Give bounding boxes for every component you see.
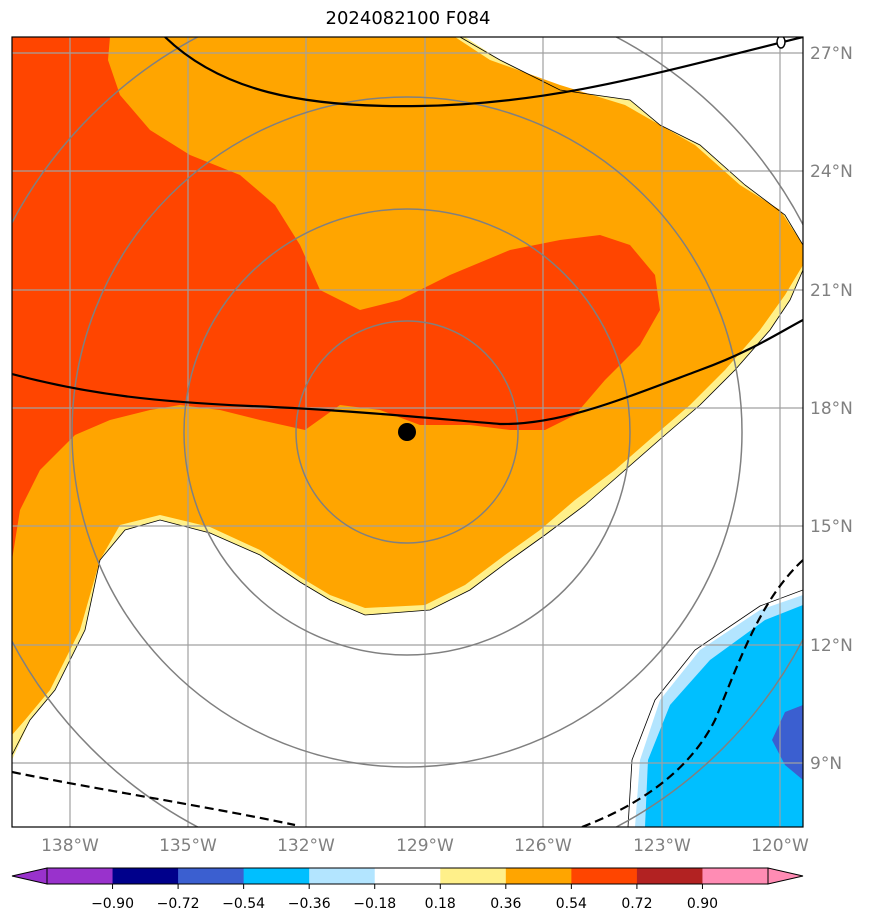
lat-label: 27°N (810, 44, 853, 64)
colorbar-tick-label: −0.36 (288, 896, 331, 912)
colorbar-tick-label: 0.72 (621, 896, 652, 912)
lat-label: 9°N (810, 754, 842, 774)
colorbar-cell (47, 868, 114, 884)
colorbar-tick-label: 0.54 (556, 896, 587, 912)
longitude-labels: 138°W 135°W 132°W 129°W 126°W 123°W 120°… (41, 836, 809, 856)
colorbar-cell (309, 868, 376, 884)
range-rings (12, 37, 803, 827)
contour-red-band (12, 37, 660, 560)
colorbar-cell (112, 868, 179, 884)
dashed-contour-southeast (581, 559, 803, 827)
colorbar-frame (46, 867, 769, 885)
lon-label: 123°W (633, 836, 691, 856)
solid-contour-middle (12, 319, 803, 426)
lon-label: 126°W (514, 836, 572, 856)
colorbar-tick-label: 0.36 (490, 896, 521, 912)
colorbar-tick-label: 0.18 (425, 896, 456, 912)
solid-contour-north (164, 37, 803, 108)
colorbar-tick-label: 0.90 (687, 896, 718, 912)
colorbar-cell (243, 868, 310, 884)
range-ring (71, 96, 743, 768)
colorbar-tick-label: −0.54 (222, 896, 265, 912)
filled-contours (12, 37, 803, 827)
contour-outline (459, 37, 803, 246)
black-contours (12, 37, 803, 827)
latitude-labels: 27°N 24°N 21°N 18°N 15°N 12°N 9°N (810, 44, 853, 774)
colorbar-cell (374, 868, 441, 884)
lat-label: 21°N (810, 281, 853, 301)
storm-center-marker (398, 423, 416, 441)
lon-label: 120°W (751, 836, 809, 856)
range-ring (295, 320, 519, 544)
contour-blue-band (645, 605, 803, 827)
colorbar-tick-label: −0.90 (91, 896, 134, 912)
colorbar-cell (702, 868, 769, 884)
colorbar-cell (505, 868, 572, 884)
colorbar-cell (178, 868, 245, 884)
lon-label: 138°W (41, 836, 99, 856)
lat-label: 15°N (810, 517, 853, 537)
colorbar-max-extension (767, 867, 804, 885)
lat-label: 18°N (810, 399, 853, 419)
lon-label: 132°W (277, 836, 335, 856)
lon-label: 135°W (159, 836, 217, 856)
map-title: 2024082100 F084 (325, 8, 491, 29)
colorbar-min-extension (11, 867, 48, 885)
small-closed-contour (776, 37, 786, 49)
dashed-contour-southwest (12, 770, 296, 827)
lon-label: 129°W (396, 836, 454, 856)
colorbar-cell (440, 868, 507, 884)
colorbar-tick-label: −0.72 (157, 896, 200, 912)
contour-outline (12, 269, 803, 756)
graticule (12, 37, 803, 827)
colorbar: −0.90 −0.72 −0.54 −0.36 −0.18 0.18 0.36 0.54 0.7… (11, 867, 804, 912)
lat-label: 12°N (810, 636, 853, 656)
map-frame (11, 36, 804, 828)
range-ring (183, 208, 631, 656)
colorbar-cell (571, 868, 638, 884)
colorbar-cell (636, 868, 703, 884)
lat-label: 24°N (810, 162, 853, 182)
colorbar-tick-label: −0.18 (353, 896, 396, 912)
